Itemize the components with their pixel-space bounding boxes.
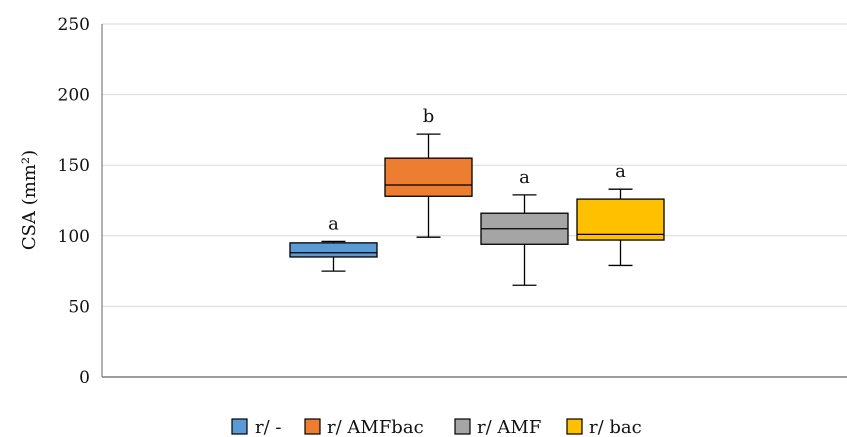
- legend-label: r/ -: [255, 417, 281, 437]
- boxes: a b a a: [289, 106, 665, 286]
- iqr-box: [289, 242, 378, 258]
- box-3: a: [480, 167, 569, 286]
- box-4: a: [576, 161, 665, 267]
- axes: [101, 24, 847, 378]
- legend-swatch: [566, 418, 583, 435]
- legend-item-2: r/ AMFbac: [304, 417, 424, 437]
- legend-label: r/ AMF: [477, 417, 541, 437]
- legend-label: r/ bac: [589, 417, 642, 437]
- y-tick-label-250: 250: [58, 15, 90, 35]
- significance-label: b: [423, 106, 435, 127]
- y-tick-label-200: 200: [58, 86, 90, 106]
- legend-item-4: r/ bac: [566, 417, 642, 437]
- y-tick-label-0: 0: [79, 368, 90, 388]
- legend-swatch: [454, 418, 471, 435]
- legend-swatch: [231, 418, 248, 435]
- y-axis-label: CSA (mm²): [19, 150, 40, 250]
- legend-item-3: r/ AMF: [454, 417, 541, 437]
- box-2: b: [384, 106, 473, 238]
- legend: r/ - r/ AMFbac r/ AMF r/ bac: [231, 417, 642, 437]
- legend-item-1: r/ -: [231, 417, 281, 437]
- legend-swatch: [304, 418, 321, 435]
- y-tick-label-100: 100: [58, 227, 90, 247]
- grid-lines: [102, 23, 847, 307]
- significance-label: a: [519, 167, 530, 188]
- iqr-box: [576, 198, 665, 241]
- y-tick-labels: 0 50 100 150 200 250: [58, 15, 90, 388]
- y-tick-label-150: 150: [58, 156, 90, 176]
- iqr-box: [384, 157, 473, 197]
- y-tick-label-50: 50: [68, 297, 90, 317]
- legend-label: r/ AMFbac: [327, 417, 424, 437]
- significance-label: a: [615, 161, 626, 182]
- box-1: a: [289, 213, 378, 272]
- significance-label: a: [328, 213, 339, 234]
